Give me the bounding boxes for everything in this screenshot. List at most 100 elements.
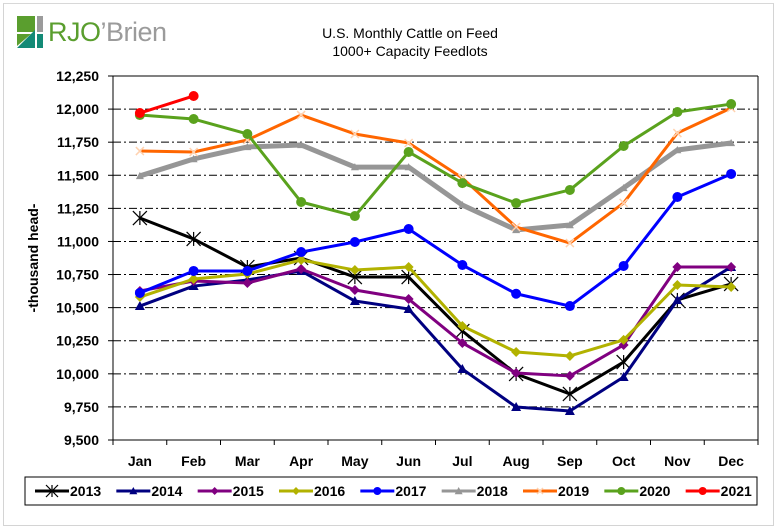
- data-point: [672, 128, 682, 138]
- series-line: [139, 216, 732, 396]
- series-2016: [134, 254, 737, 361]
- legend-item-2021: 2021: [685, 483, 752, 499]
- data-point: [292, 487, 300, 495]
- y-tick-label: 10,000: [56, 366, 99, 382]
- data-point: [296, 254, 307, 265]
- data-point: [297, 140, 306, 149]
- data-point: [618, 141, 629, 152]
- data-point: [457, 321, 468, 332]
- series-line: [139, 102, 732, 218]
- data-point: [672, 294, 683, 304]
- data-point: [296, 197, 307, 208]
- data-point: [511, 346, 522, 357]
- data-point: [618, 339, 629, 350]
- legend-item-2015: 2015: [197, 483, 264, 499]
- series-2021: [134, 90, 199, 119]
- marker-stroke: [350, 129, 360, 139]
- data-point: [616, 354, 632, 370]
- chart-title: U.S. Monthly Cattle on Feed: [322, 25, 498, 41]
- data-point: [512, 225, 521, 234]
- data-point: [210, 487, 219, 495]
- data-point: [672, 262, 683, 273]
- x-tick-label: Jun: [396, 453, 421, 469]
- data-point: [698, 487, 707, 495]
- data-point: [511, 402, 522, 412]
- data-point: [564, 370, 575, 381]
- marker-stroke: [404, 138, 414, 148]
- y-tick-label: 10,500: [56, 300, 99, 316]
- data-point: [134, 108, 145, 119]
- data-point: [404, 138, 414, 148]
- data-point: [135, 171, 144, 180]
- x-tick-label: Jan: [128, 453, 152, 469]
- marker-stroke: [189, 147, 199, 157]
- data-point: [617, 487, 626, 495]
- data-point: [373, 487, 382, 495]
- data-point: [188, 114, 199, 125]
- data-point: [403, 262, 414, 273]
- legend-item-2020: 2020: [604, 483, 671, 499]
- data-point: [243, 142, 252, 151]
- x-tick-label: May: [341, 453, 368, 469]
- data-point: [189, 147, 199, 157]
- legend-label: 2016: [314, 483, 345, 499]
- data-point: [349, 236, 360, 247]
- data-point: [188, 265, 199, 276]
- y-tick-label: 11,250: [57, 200, 99, 216]
- rjo-brien-logo-icon: [17, 16, 43, 48]
- data-point: [672, 191, 683, 202]
- brand-name: RJO’Brien: [48, 16, 168, 47]
- series-line: [139, 265, 732, 413]
- data-point: [457, 337, 468, 348]
- chart-frame: [3, 3, 774, 526]
- data-point: [726, 99, 737, 110]
- legend-label: 2013: [70, 483, 101, 499]
- data-point: [349, 211, 360, 222]
- brand-name-rjo: RJO: [48, 16, 101, 47]
- series-2013: [132, 210, 739, 402]
- chart-subtitle: 1000+ Capacity Feedlots: [332, 43, 488, 59]
- series-2020: [134, 99, 737, 222]
- gridlines: [113, 108, 758, 408]
- data-point: [403, 224, 414, 235]
- x-tick-label: Jul: [452, 453, 472, 469]
- marker-stroke: [619, 198, 629, 208]
- legend-label: 2019: [558, 483, 589, 499]
- brand-name-brien: ’Brien: [100, 16, 168, 47]
- y-tick-label: 12,250: [56, 68, 99, 84]
- data-point: [565, 238, 575, 248]
- x-tick-label: Nov: [664, 453, 691, 469]
- legend-label: 2020: [639, 483, 670, 499]
- data-point: [511, 368, 522, 379]
- y-tick-label: 11,500: [57, 167, 99, 183]
- data-point: [562, 386, 578, 402]
- data-point: [673, 145, 682, 154]
- series-2019: [135, 103, 736, 248]
- data-point: [564, 184, 575, 195]
- series-2015: [134, 262, 737, 381]
- data-point: [404, 163, 413, 171]
- data-point: [296, 263, 307, 274]
- series-line: [139, 94, 195, 115]
- series-2017: [134, 168, 737, 312]
- data-point: [296, 110, 306, 120]
- data-point: [618, 260, 629, 271]
- series-lines: [132, 90, 739, 416]
- axes: 9,500 9,750 10,000 10,250 10,500 10,750 11,000…: [56, 68, 759, 469]
- legend-item-2019: 2019: [523, 483, 589, 499]
- y-tick-label: 10,250: [56, 333, 99, 349]
- data-point: [511, 288, 522, 299]
- marker-stroke: [536, 487, 544, 495]
- x-tick-label: Feb: [181, 453, 206, 469]
- marker-stroke: [672, 128, 682, 138]
- data-point: [726, 262, 737, 273]
- data-point: [457, 178, 468, 189]
- data-point: [45, 484, 59, 498]
- data-point: [134, 301, 145, 311]
- data-point: [457, 364, 468, 374]
- series-line: [139, 106, 732, 245]
- data-point: [403, 294, 414, 305]
- data-point: [565, 221, 574, 229]
- legend-label: 2015: [233, 483, 264, 499]
- data-point: [349, 296, 360, 306]
